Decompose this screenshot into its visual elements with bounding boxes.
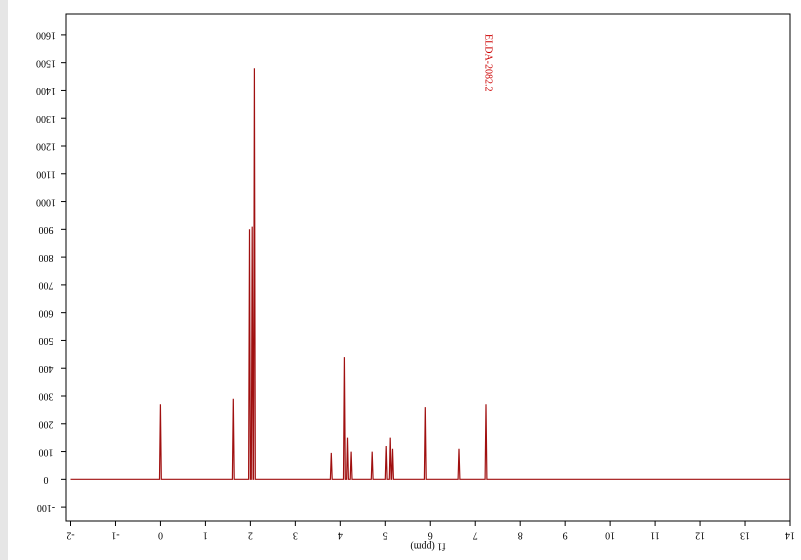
- chart-title: ELDA-2082.2: [483, 34, 494, 92]
- y-tick-label: 1300: [36, 113, 56, 124]
- x-tick-label: 8: [518, 530, 523, 541]
- y-tick-label: 100: [39, 446, 54, 457]
- y-tick-label: -100: [37, 502, 55, 513]
- x-tick-label: 7: [473, 530, 478, 541]
- side-strip: [0, 0, 8, 560]
- x-tick-label: -2: [66, 530, 74, 541]
- spectrum-line: [70, 68, 790, 480]
- x-tick-label: 2: [248, 530, 253, 541]
- y-tick-label: 500: [39, 335, 54, 346]
- x-tick-label: 3: [293, 530, 298, 541]
- y-tick-label: 200: [39, 418, 54, 429]
- x-axis-label: f1 (ppm): [410, 541, 445, 552]
- y-tick-label: 1000: [36, 196, 56, 207]
- plot-frame: [65, 13, 791, 522]
- y-tick-label: 300: [39, 391, 54, 402]
- y-tick-label: 1100: [36, 168, 56, 179]
- y-tick-label: 0: [44, 474, 49, 485]
- y-tick-label: 700: [39, 280, 54, 291]
- x-tick-label: 0: [158, 530, 163, 541]
- x-tick-label: 10: [605, 530, 615, 541]
- x-tick-label: 4: [338, 530, 343, 541]
- x-tick-label: 11: [650, 530, 660, 541]
- y-tick-label: 1600: [36, 30, 56, 41]
- y-tick-label: 600: [39, 307, 54, 318]
- y-tick-label: 1400: [36, 85, 56, 96]
- x-tick-label: -1: [111, 530, 119, 541]
- y-tick-label: 800: [39, 252, 54, 263]
- x-tick-label: 14: [785, 530, 795, 541]
- x-tick-label: 1: [203, 530, 208, 541]
- x-tick-label: 5: [383, 530, 388, 541]
- y-tick-label: 1500: [36, 57, 56, 68]
- x-tick-label: 6: [428, 530, 433, 541]
- y-tick-label: 400: [39, 363, 54, 374]
- x-tick-label: 9: [563, 530, 568, 541]
- y-tick-label: 900: [39, 224, 54, 235]
- x-tick-label: 13: [740, 530, 750, 541]
- x-tick-label: 12: [695, 530, 705, 541]
- y-tick-label: 1200: [36, 141, 56, 152]
